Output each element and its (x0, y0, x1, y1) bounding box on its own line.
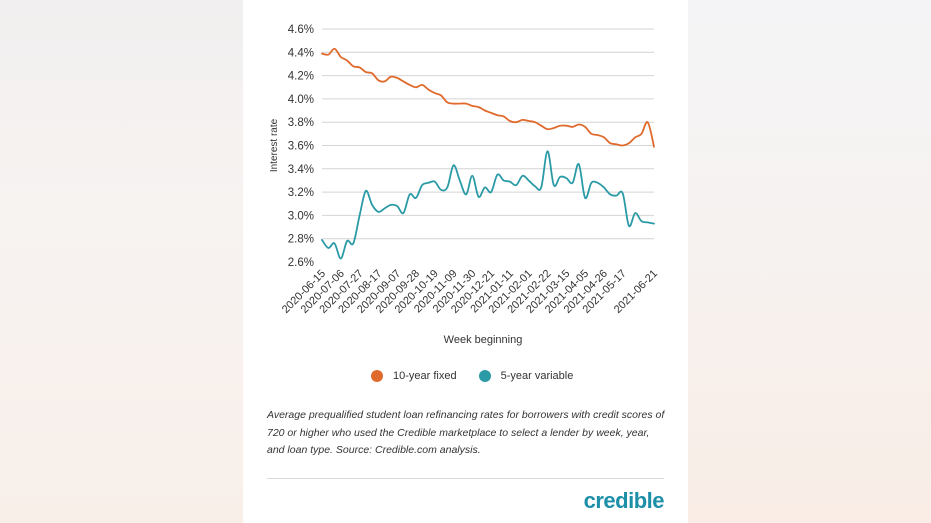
chart-caption: Average prequalified student loan refina… (267, 409, 665, 456)
legend-item-10-year-fixed[interactable]: 10-year fixed (371, 370, 457, 382)
x-axis-label: Week beginning (444, 334, 523, 346)
legend-swatch-10-year-fixed (371, 370, 383, 382)
legend-swatch-5-year-variable (478, 370, 491, 382)
y-tick-label: 3.0% (288, 210, 314, 222)
background-left (0, 0, 243, 523)
y-tick-label: 4.6% (288, 24, 314, 36)
legend-label-10-year-fixed: 10-year fixed (393, 370, 457, 382)
y-tick-label: 3.6% (288, 141, 314, 153)
series-line-10-year-fixed (321, 47, 655, 148)
legend-item-5-year-variable[interactable]: 5-year variable (478, 370, 574, 382)
chart-legend: 10-year fixed 5-year variable (371, 368, 595, 384)
credible-logo[interactable]: credible (583, 488, 665, 513)
divider (267, 478, 664, 479)
y-tick-label: 3.8% (288, 117, 314, 129)
line-chart: 2.6% 2.8% 3.0% 3.2% 3.4% 3.6% 3.8% 4.0% 4.2% 4.4%… (269, 24, 660, 346)
y-tick-label: 4.0% (288, 94, 314, 106)
y-tick-label: 2.8% (288, 234, 314, 246)
series-line-5-year-variable (321, 150, 655, 260)
y-tick-label: 3.4% (288, 164, 314, 176)
y-tick-label: 4.4% (288, 47, 314, 59)
chart-card: 2.6% 2.8% 3.0% 3.2% 3.4% 3.6% 3.8% 4.0% 4.2% 4.4%… (243, 0, 688, 523)
y-tick-label: 2.6% (288, 257, 314, 269)
y-tick-label: 3.2% (288, 187, 314, 199)
background-right (688, 0, 931, 523)
y-tick-label: 4.2% (288, 71, 314, 83)
y-axis-label: Interest rate (269, 118, 280, 172)
legend-label-5-year-variable: 5-year variable (500, 370, 574, 382)
